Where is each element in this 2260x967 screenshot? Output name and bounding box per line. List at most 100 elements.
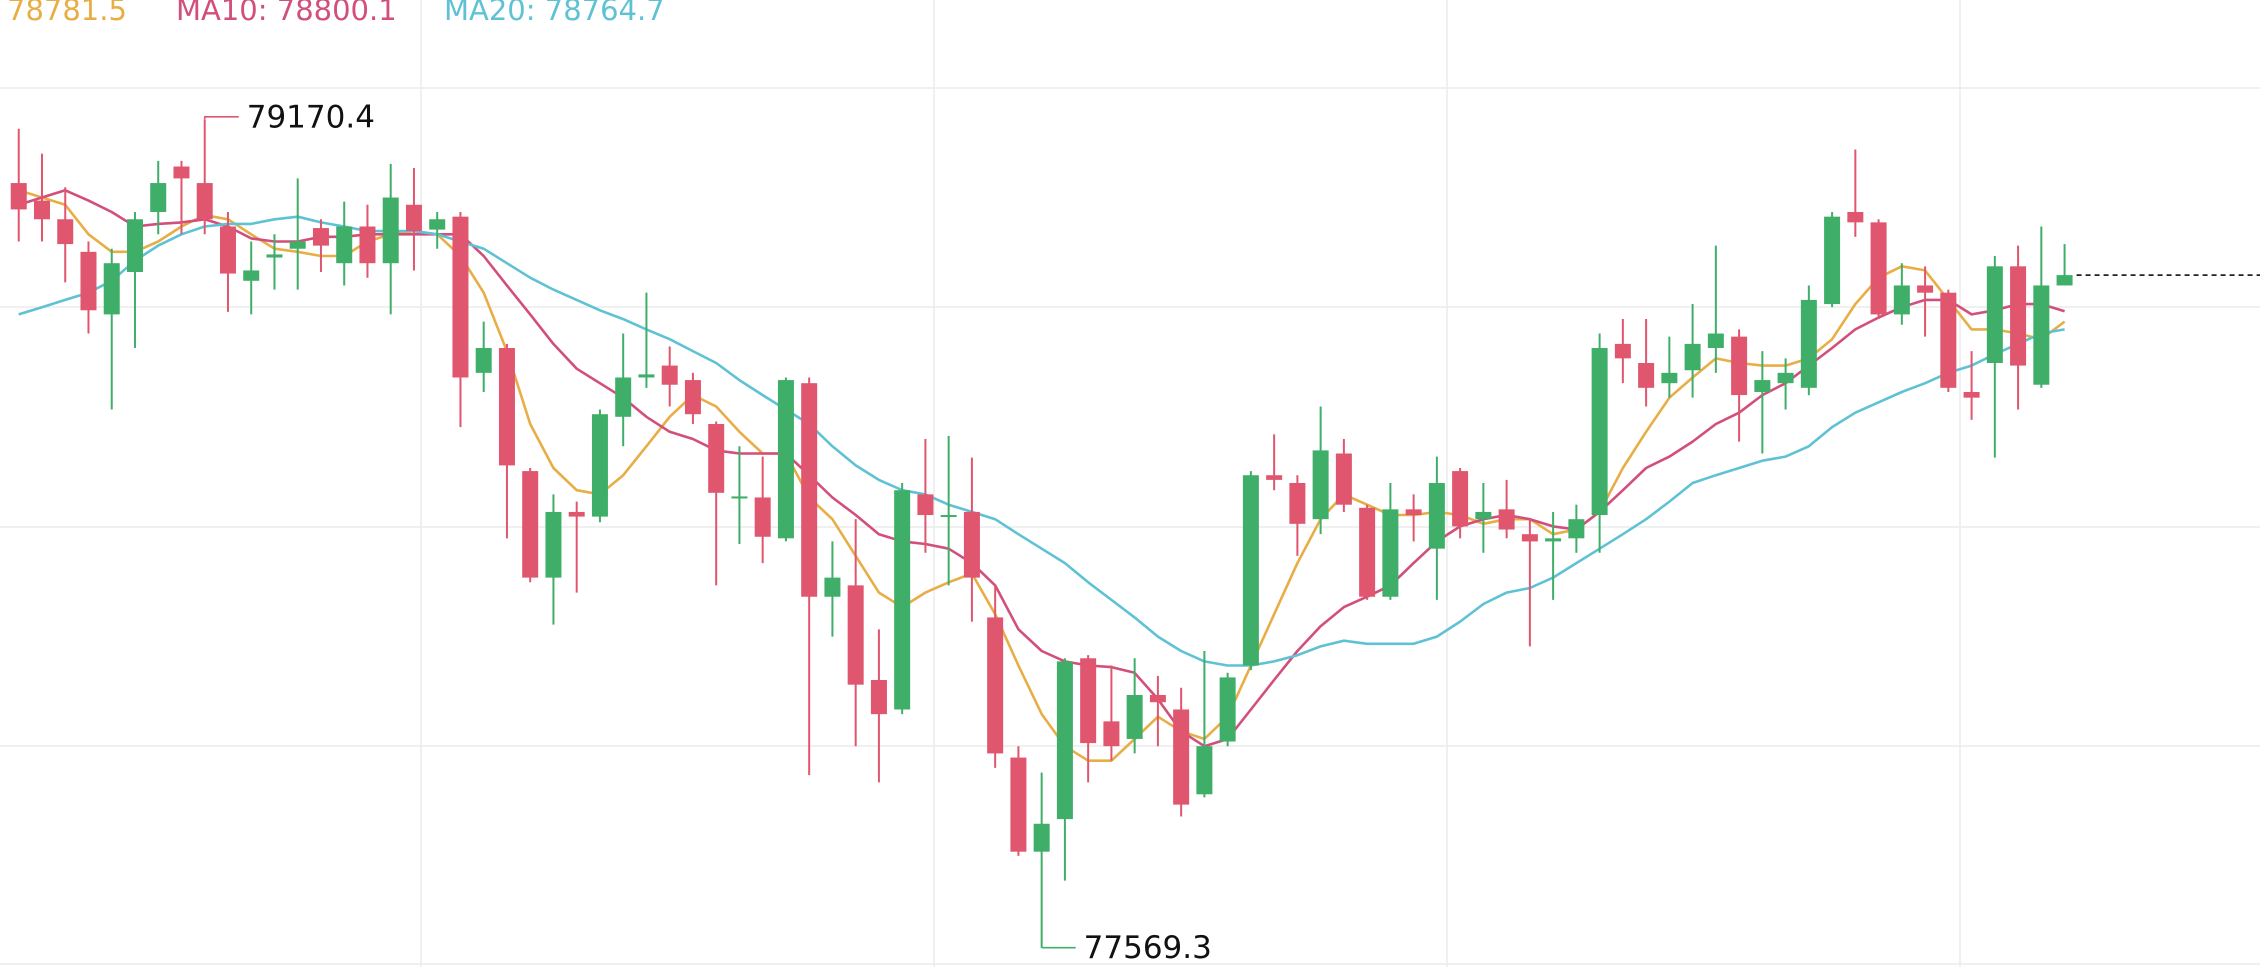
candle-body xyxy=(475,348,492,373)
candle-body xyxy=(1359,507,1376,597)
candle-body xyxy=(1196,746,1213,795)
candle-body xyxy=(2033,285,2050,385)
candle-body xyxy=(405,204,422,232)
candle-body xyxy=(1126,694,1143,739)
candle-body xyxy=(1266,475,1283,480)
candle-body xyxy=(545,511,562,578)
candle-body xyxy=(1173,709,1190,805)
candle-body xyxy=(1149,694,1166,703)
candle-body xyxy=(429,219,446,230)
candle-body xyxy=(684,380,701,415)
candle-body xyxy=(1661,372,1678,384)
candle-body xyxy=(1080,658,1097,744)
candle-body xyxy=(1963,391,1980,398)
candle-body xyxy=(1847,212,1864,223)
candle-body xyxy=(591,414,608,517)
candle-body xyxy=(1382,509,1399,597)
candle-body xyxy=(1219,677,1236,742)
candle-body xyxy=(801,383,818,597)
annotation-line xyxy=(203,115,239,120)
candle-body xyxy=(731,496,748,499)
candle-body xyxy=(615,377,632,417)
candle-body xyxy=(196,183,213,220)
ma-line xyxy=(18,215,2065,667)
candle-body xyxy=(824,577,841,597)
ma-line xyxy=(18,189,2066,763)
candle-body xyxy=(1033,823,1050,852)
candle-body xyxy=(1545,538,1562,542)
candle-body xyxy=(1056,661,1073,820)
candle-body xyxy=(2010,266,2027,366)
candle-body xyxy=(219,226,236,274)
candle-body xyxy=(173,166,190,179)
candle-body xyxy=(1405,509,1422,516)
candle-body xyxy=(1103,721,1120,747)
candle-body xyxy=(1638,363,1655,388)
candle-body xyxy=(1684,343,1701,371)
candle-body xyxy=(1893,285,1910,315)
candle-body xyxy=(498,348,515,466)
candle-body xyxy=(1870,222,1887,315)
ma-line xyxy=(18,189,2065,748)
low-label: 77569.3 xyxy=(1084,930,1212,966)
candle-body xyxy=(1754,380,1771,392)
legend-entry: 78781.5 xyxy=(7,0,127,27)
candle-body xyxy=(336,226,353,264)
candle-body xyxy=(1731,336,1748,396)
candle-body xyxy=(1707,333,1724,349)
candle-body xyxy=(870,680,887,715)
candle-body xyxy=(522,471,539,578)
legend-entry: MA20: 78764.7 xyxy=(444,0,665,27)
candle-body xyxy=(1335,453,1352,505)
candle-body xyxy=(661,365,678,385)
candle-body xyxy=(452,216,469,378)
candle-body xyxy=(1940,292,1957,388)
candle-body xyxy=(2056,275,2073,286)
candle-body xyxy=(289,241,306,249)
candle-body xyxy=(126,219,143,273)
candle-body xyxy=(150,183,167,213)
candle-body xyxy=(10,183,27,210)
candle-body xyxy=(1777,372,1794,384)
candle-body xyxy=(963,511,980,578)
candle-body xyxy=(754,497,771,537)
candle-body xyxy=(243,270,260,281)
candle-body xyxy=(777,380,794,539)
candle-body xyxy=(638,374,655,378)
candle-body xyxy=(1289,482,1306,524)
candle-body xyxy=(382,197,399,264)
candle-body xyxy=(1591,348,1608,516)
candle-body xyxy=(847,585,864,685)
candle-body xyxy=(1614,343,1631,359)
high-label: 79170.4 xyxy=(247,99,375,135)
candle-body xyxy=(1452,471,1469,527)
candle-body xyxy=(708,424,725,493)
candle-body xyxy=(103,263,120,315)
candle-body xyxy=(940,515,957,518)
candle-body xyxy=(33,200,50,220)
candle-body xyxy=(1428,482,1445,549)
candle-body xyxy=(917,494,934,516)
legend-entry: MA10: 78800.1 xyxy=(176,0,397,27)
candle-body xyxy=(312,228,329,246)
candle-body xyxy=(1568,519,1585,539)
candle-body xyxy=(359,226,376,264)
candle-body xyxy=(1986,266,2003,364)
candle-body xyxy=(1800,299,1817,388)
candle-body xyxy=(1521,534,1538,542)
candle-body xyxy=(1498,509,1515,530)
candle-body xyxy=(568,511,585,517)
candle-body xyxy=(1475,511,1492,520)
candle-body xyxy=(894,490,911,710)
candle-body xyxy=(1010,757,1027,852)
candle-body xyxy=(1242,475,1259,666)
candle-body xyxy=(80,251,97,311)
candle-body xyxy=(1312,450,1329,520)
candle-body xyxy=(1917,285,1934,293)
candle-body xyxy=(1824,216,1841,305)
candle-body xyxy=(266,254,283,258)
candle-body xyxy=(987,617,1004,754)
candle-body xyxy=(57,219,74,245)
